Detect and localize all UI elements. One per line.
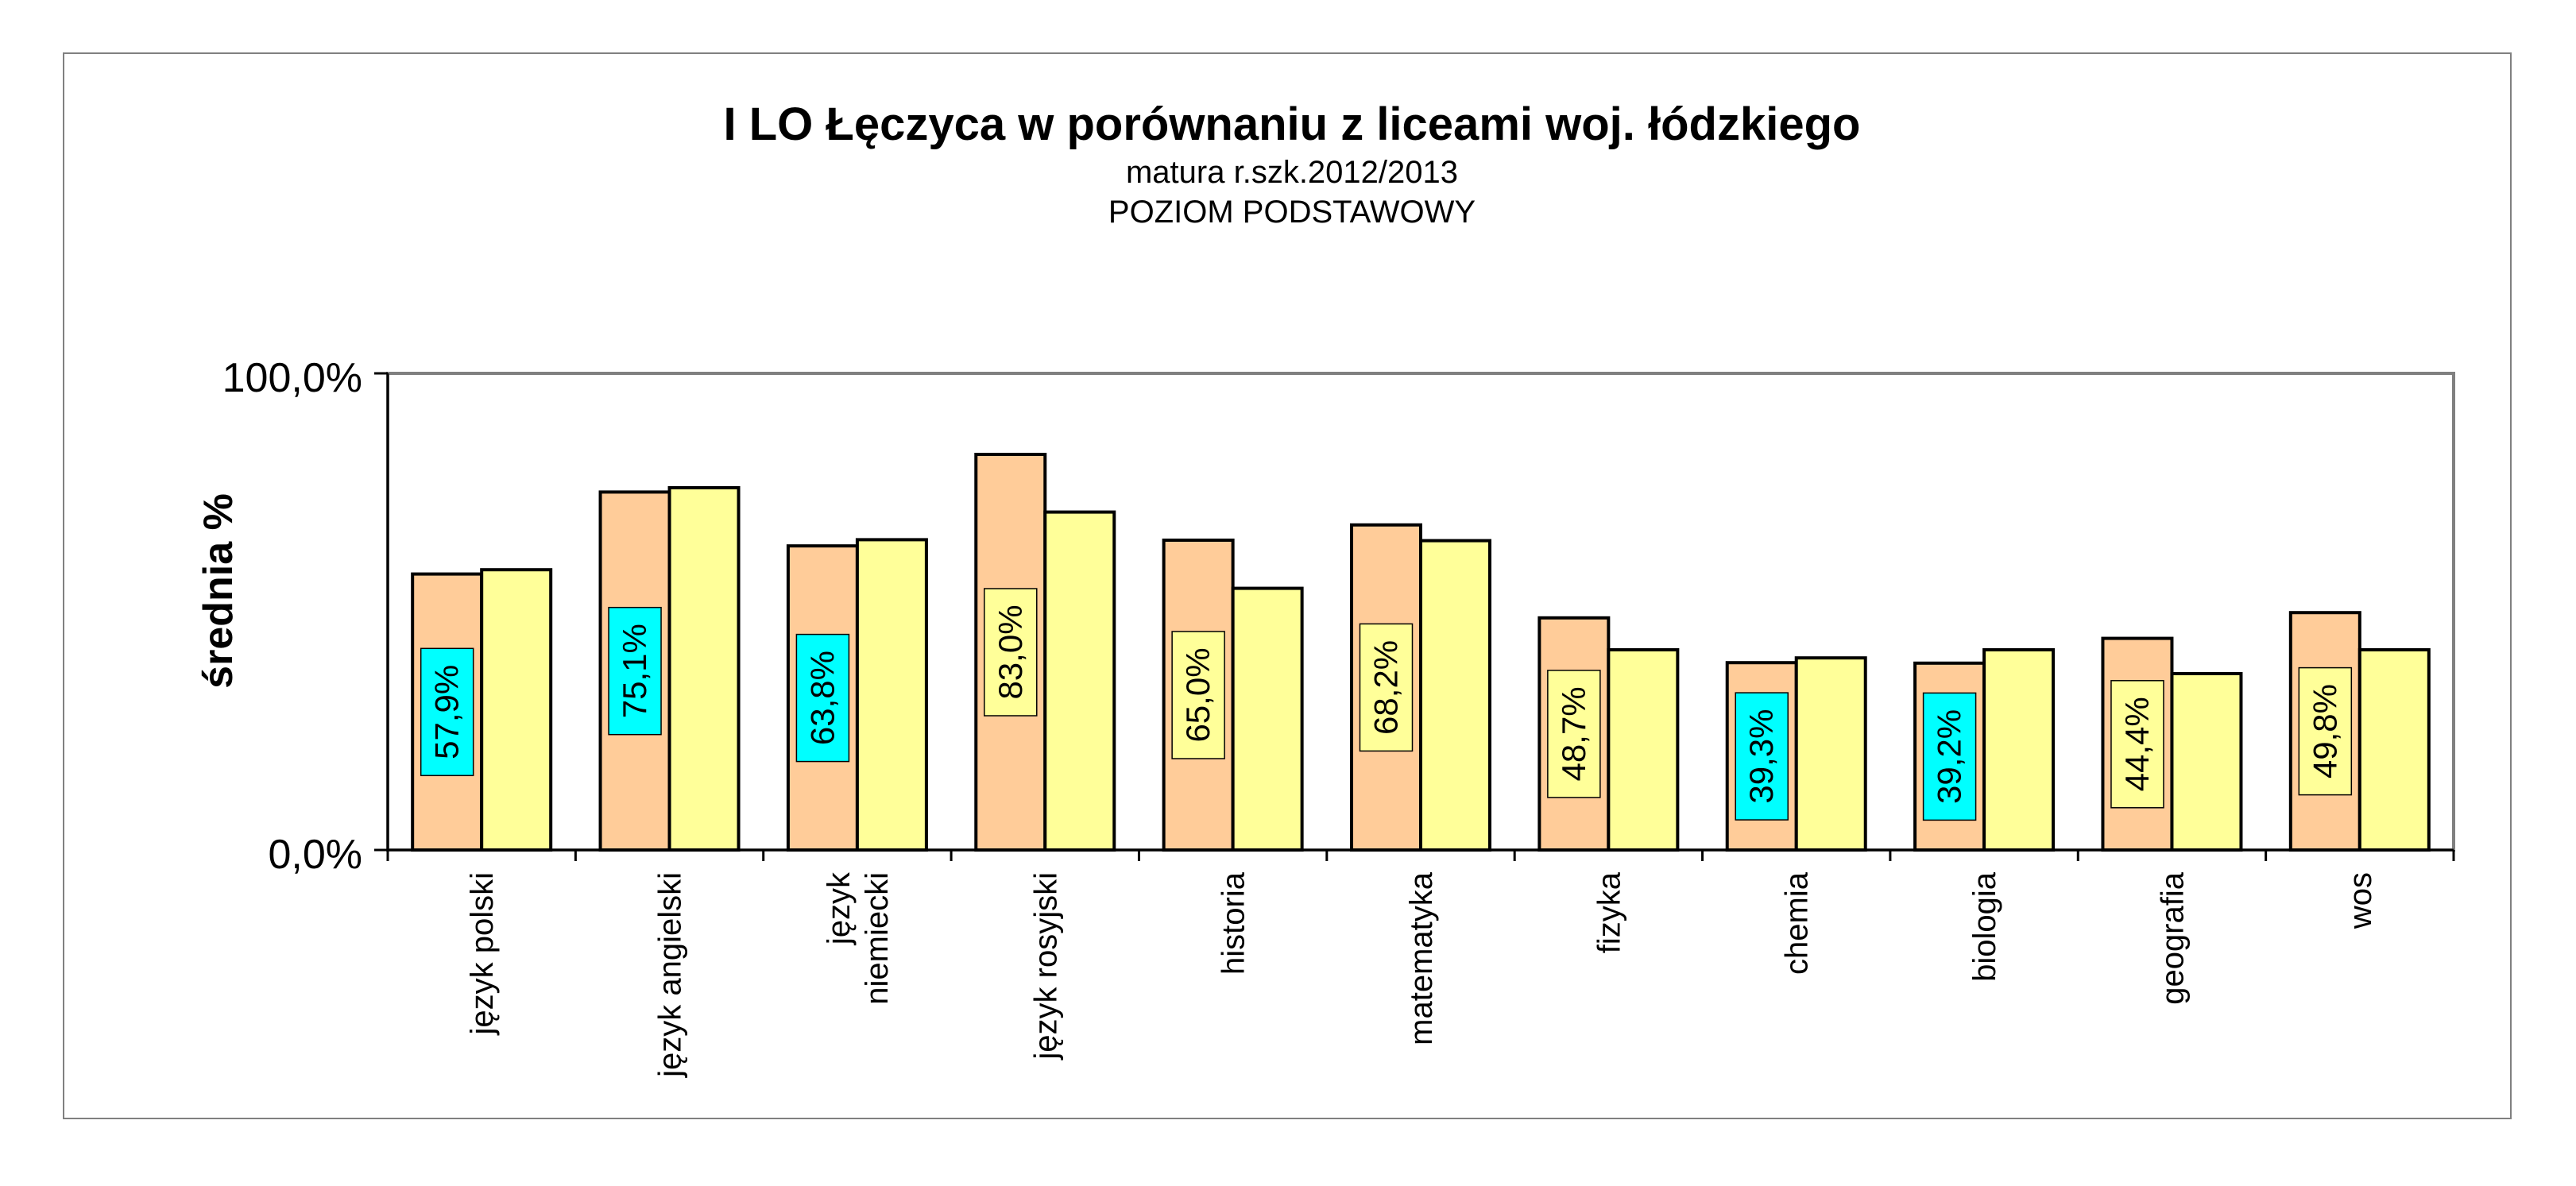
bar-series-2	[1607, 648, 1680, 852]
chart-subtitle-2: POZIOM PODSTAWOWY	[1108, 195, 1476, 230]
data-label-box	[2298, 666, 2353, 796]
y-axis-label: średnia %	[195, 493, 242, 689]
data-label-box	[1735, 692, 1789, 821]
data-label: 39,3%	[1742, 709, 1780, 804]
x-tick-label: fizyka	[1592, 871, 1626, 953]
bar-series-2	[2357, 648, 2431, 852]
x-tick-label: język polski	[465, 872, 500, 1036]
data-label-box	[984, 588, 1038, 717]
data-label-box	[1547, 670, 1601, 798]
bar-series-2	[667, 486, 741, 852]
x-tick-label: wos	[2343, 872, 2378, 929]
bar-series-2	[1982, 648, 2056, 852]
x-category-labels: język polski język angielski język niemieck…	[465, 871, 2378, 1078]
data-label-box	[1359, 623, 1414, 752]
x-tick-label: język rosyjski	[1028, 872, 1063, 1060]
x-tick-label: historia	[1216, 871, 1251, 975]
data-label: 48,7%	[1555, 686, 1592, 781]
x-tick-label: matematyka	[1404, 871, 1439, 1045]
data-label-box	[420, 647, 474, 777]
data-label: 57,9%	[428, 665, 466, 759]
y-tick-label-min: 0,0%	[268, 832, 362, 878]
x-tick-label: biologia	[1967, 871, 2002, 982]
data-label: 63,8%	[803, 651, 841, 745]
bar-chart: I LO Łęczyca w porównaniu z liceami woj.…	[195, 99, 2455, 1078]
bar-series-2	[1043, 510, 1116, 852]
data-label: 49,8%	[2306, 684, 2343, 778]
bar-series-2	[480, 568, 553, 852]
bar-series-2	[855, 538, 928, 852]
chart-frame: I LO Łęczyca w porównaniu z liceami woj.…	[63, 52, 2512, 1119]
data-label: 39,2%	[1931, 709, 1968, 804]
y-tick-label-max: 100,0%	[222, 355, 362, 401]
data-label: 83,0%	[992, 605, 1029, 699]
data-label: 68,2%	[1367, 640, 1405, 735]
x-tick-label: język angielski	[653, 872, 688, 1078]
data-label-box	[608, 606, 662, 736]
data-label-box	[1171, 631, 1225, 759]
data-label-box	[1922, 692, 1977, 821]
chart-title: I LO Łęczyca w porównaniu z liceami woj.…	[724, 99, 1861, 150]
bar-series-2	[1231, 586, 1304, 852]
data-label: 65,0%	[1179, 647, 1216, 742]
bar-series-2	[1794, 656, 1867, 852]
bar-series-2	[2170, 672, 2243, 852]
x-tick-label: niemiecki	[860, 872, 895, 1005]
x-tick-marks	[386, 850, 2455, 861]
data-label-box	[795, 633, 850, 763]
data-label: 75,1%	[616, 624, 653, 718]
data-labels-group: 57,9% 75,1% 63,8% 83,0% 65,0% 68,2% 48,7% 39,3%…	[420, 588, 2353, 821]
x-tick-label: chemia	[1780, 871, 1815, 975]
x-tick-label: geografia	[2155, 871, 2190, 1005]
x-tick-label: język	[822, 871, 857, 945]
data-label: 44,4%	[2118, 697, 2156, 791]
data-label-box	[2110, 680, 2164, 809]
chart-subtitle-1: matura r.szk.2012/2013	[1126, 155, 1458, 190]
bar-series-2	[1419, 539, 1491, 852]
